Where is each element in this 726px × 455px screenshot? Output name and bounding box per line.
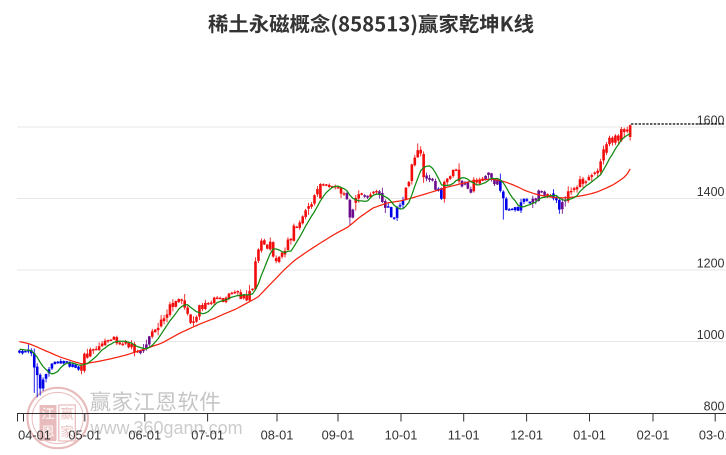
svg-text:1000: 1000 (697, 328, 725, 342)
svg-text:02-01: 02-01 (637, 428, 670, 443)
svg-text:03-01: 03-01 (699, 428, 726, 443)
svg-text:1200: 1200 (697, 256, 725, 270)
svg-text:01-01: 01-01 (573, 428, 606, 443)
svg-text:09-01: 09-01 (322, 428, 355, 443)
svg-text:11-01: 11-01 (448, 428, 480, 443)
svg-text:1600: 1600 (697, 113, 725, 127)
svg-text:06-01: 06-01 (128, 428, 161, 443)
svg-text:08-01: 08-01 (261, 428, 294, 443)
svg-text:12-01: 12-01 (510, 428, 543, 443)
svg-text:05-01: 05-01 (68, 428, 101, 443)
svg-text:10-01: 10-01 (385, 428, 418, 443)
svg-text:04-01: 04-01 (18, 428, 51, 443)
svg-text:800: 800 (704, 399, 725, 413)
svg-text:www.360gann.com: www.360gann.com (90, 418, 243, 438)
svg-text:1400: 1400 (697, 185, 725, 199)
svg-text:07-01: 07-01 (191, 428, 224, 443)
